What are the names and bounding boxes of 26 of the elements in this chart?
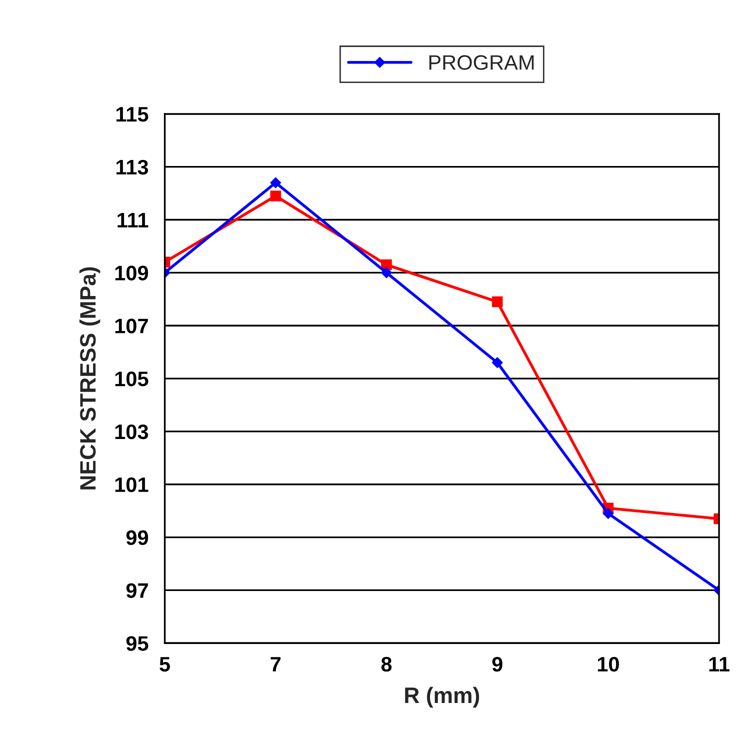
y-tick-label: 95 xyxy=(126,636,148,651)
y-tick-label: 105 xyxy=(115,372,148,386)
point xyxy=(270,190,282,202)
x-tick-label: 10 xyxy=(598,656,619,672)
x-tick-label: 8 xyxy=(381,656,392,672)
y-tick-label: 113 xyxy=(116,160,148,175)
point xyxy=(270,177,282,188)
x-tick-label: 5 xyxy=(160,657,170,672)
y-axis-title: NECK STRESS (MPa) xyxy=(79,267,100,490)
point xyxy=(602,508,614,519)
y-tick-label: 97 xyxy=(126,583,148,598)
x-axis-title: R (mm) xyxy=(405,686,480,708)
y-tick-label: 111 xyxy=(118,212,148,228)
y-tick-label: 109 xyxy=(115,266,148,280)
point xyxy=(492,296,503,308)
x-tick-label: 11 xyxy=(709,657,730,672)
legend-label: PROGRAM xyxy=(429,55,534,70)
point xyxy=(492,357,503,368)
x-tick-label: 7 xyxy=(270,657,281,672)
point xyxy=(381,267,392,278)
y-tick-label: 101 xyxy=(115,477,148,492)
y-tick-label: 107 xyxy=(115,318,148,334)
x-tick-label: 9 xyxy=(492,656,502,672)
y-tick-label: 115 xyxy=(116,107,148,122)
y-tick-label: 99 xyxy=(126,530,148,546)
y-tick-label: 103 xyxy=(115,424,148,440)
